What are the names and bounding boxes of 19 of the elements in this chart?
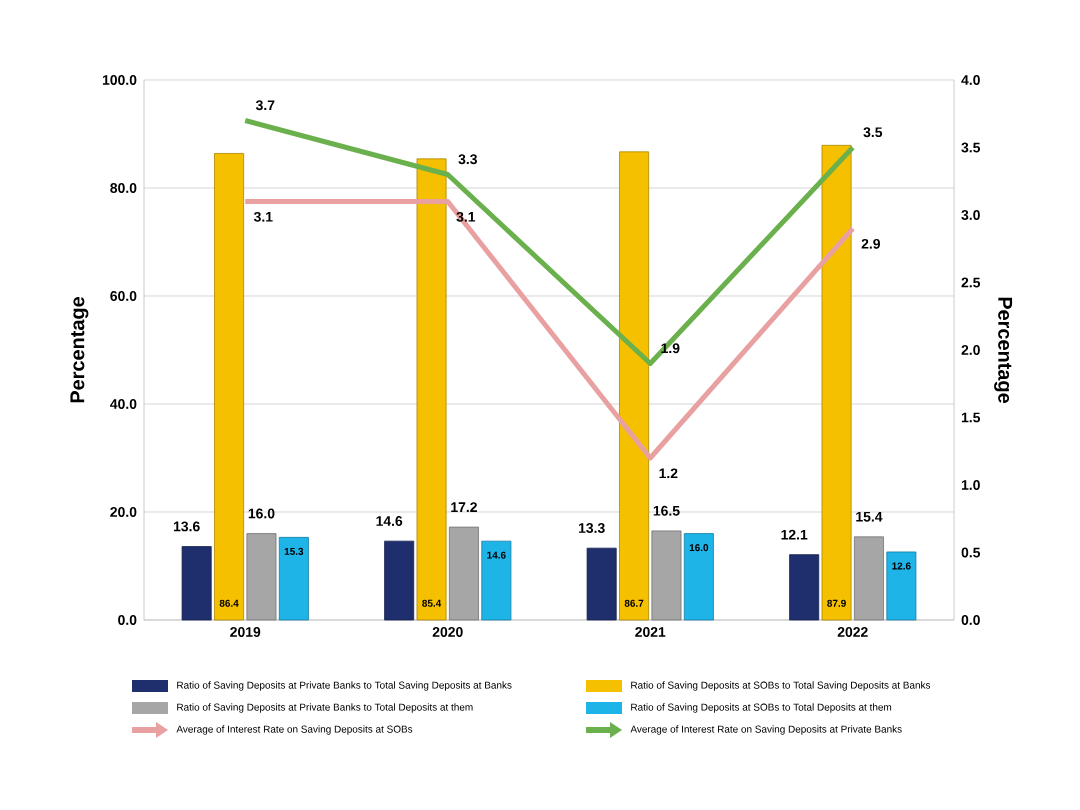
bar bbox=[789, 554, 820, 621]
bar bbox=[651, 530, 682, 621]
y-axis-title: Percentage bbox=[70, 296, 89, 403]
bar bbox=[181, 546, 212, 621]
bar bbox=[886, 551, 917, 621]
bar bbox=[683, 533, 714, 621]
bar bbox=[853, 536, 884, 621]
bar bbox=[448, 526, 479, 621]
line-series bbox=[242, 118, 856, 366]
bar bbox=[619, 151, 650, 621]
bar bbox=[214, 153, 245, 621]
bar bbox=[586, 547, 617, 621]
bar bbox=[384, 540, 415, 621]
bar bbox=[416, 158, 447, 621]
bar bbox=[246, 533, 277, 621]
bar bbox=[278, 536, 309, 621]
y2-axis-title: Percentage bbox=[994, 297, 1013, 404]
bar bbox=[821, 144, 852, 621]
bar bbox=[481, 540, 512, 621]
